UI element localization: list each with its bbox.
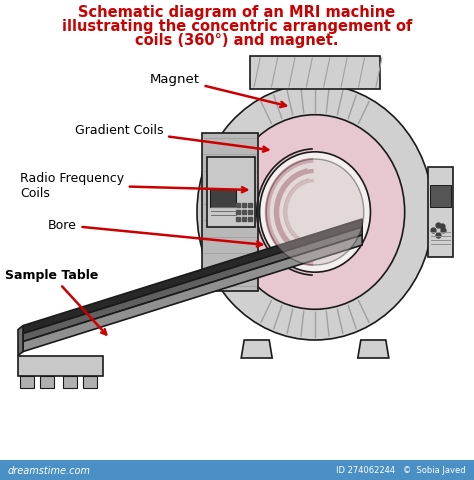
- Ellipse shape: [197, 85, 433, 340]
- Polygon shape: [63, 376, 77, 388]
- Ellipse shape: [266, 160, 364, 265]
- Ellipse shape: [225, 116, 405, 310]
- Text: ID 274062244   ©  Sobia Javed: ID 274062244 © Sobia Javed: [337, 466, 466, 475]
- Text: Gradient Coils: Gradient Coils: [75, 124, 268, 152]
- FancyBboxPatch shape: [207, 157, 255, 228]
- Polygon shape: [358, 340, 389, 358]
- Polygon shape: [18, 356, 103, 376]
- Polygon shape: [18, 326, 23, 356]
- Text: Sample Table: Sample Table: [5, 269, 106, 335]
- Polygon shape: [20, 376, 34, 388]
- FancyBboxPatch shape: [430, 186, 451, 207]
- Text: Magnet: Magnet: [150, 73, 286, 108]
- Polygon shape: [0, 460, 474, 480]
- Text: Bore: Bore: [48, 219, 262, 247]
- Polygon shape: [241, 340, 272, 358]
- Text: dreamstime.com: dreamstime.com: [8, 465, 91, 475]
- Polygon shape: [23, 228, 362, 342]
- Polygon shape: [83, 376, 97, 388]
- Polygon shape: [40, 376, 54, 388]
- FancyBboxPatch shape: [428, 168, 453, 257]
- Polygon shape: [23, 219, 362, 334]
- Ellipse shape: [260, 153, 371, 273]
- Text: coils (360°) and magnet.: coils (360°) and magnet.: [135, 34, 339, 48]
- Polygon shape: [250, 57, 380, 90]
- Polygon shape: [202, 133, 257, 292]
- Text: Radio Frequency
Coils: Radio Frequency Coils: [20, 172, 247, 200]
- Text: Schematic diagram of an MRI machine: Schematic diagram of an MRI machine: [78, 5, 396, 21]
- Text: illustrating the concentric arrangement of: illustrating the concentric arrangement …: [62, 20, 412, 35]
- FancyBboxPatch shape: [210, 190, 236, 207]
- Polygon shape: [23, 236, 362, 352]
